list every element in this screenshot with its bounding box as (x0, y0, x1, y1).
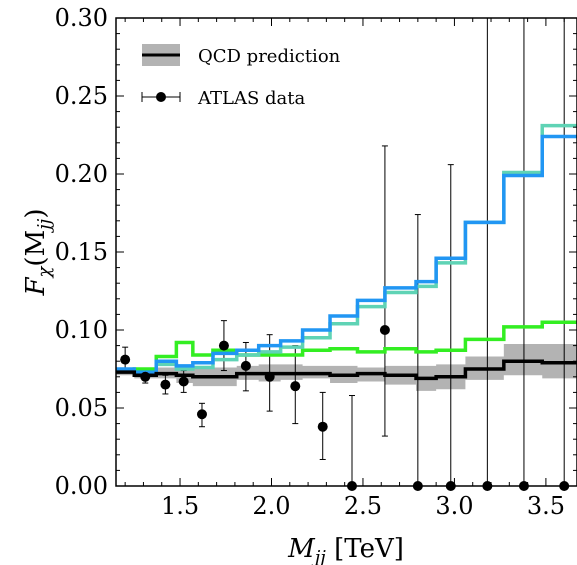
data-point (140, 371, 151, 382)
legend-label-qcd: QCD prediction (198, 46, 341, 67)
series-blue-line (116, 134, 577, 374)
y-tick-label: 0.10 (55, 316, 108, 344)
y-tick-label: 0.20 (55, 160, 108, 188)
y-axis-label-main: F (21, 277, 51, 297)
legend: QCD prediction ATLAS data (141, 44, 341, 109)
qcd-central-line (116, 359, 577, 381)
y-tick-label: 0.30 (55, 4, 108, 32)
data-point (317, 421, 328, 432)
x-tick-label: 2.5 (344, 492, 382, 520)
y-axis-label-open: (M (21, 230, 51, 267)
series-teal-line (116, 123, 577, 376)
y-axis-label-sub: jj (34, 218, 55, 234)
y-axis-label: Fχ(Mjj) (21, 208, 55, 296)
x-tick-label: 3.0 (435, 492, 473, 520)
data-point (379, 325, 390, 335)
data-point (290, 381, 301, 392)
x-axis-label: Mjj [TeV] (287, 534, 404, 565)
qcd-uncertainty-band (116, 344, 577, 391)
y-axis-label-chi: χ (34, 265, 55, 279)
y-tick-label: 0.05 (55, 394, 108, 422)
data-point (120, 354, 131, 365)
x-axis-label-sub: jj (311, 547, 327, 565)
data-point (264, 371, 275, 382)
data-point (196, 409, 207, 420)
legend-point-swatch (156, 92, 166, 102)
data-point (218, 340, 229, 351)
legend-label-atlas: ATLAS data (197, 88, 306, 109)
y-tick-label: 0.00 (55, 472, 108, 500)
y-tick-label: 0.15 (55, 238, 108, 266)
plot-layer (116, 18, 577, 491)
data-point (178, 376, 189, 387)
x-tick-label: 2.0 (252, 492, 290, 520)
y-tick-label: 0.25 (55, 82, 108, 110)
x-tick-label: 3.5 (527, 492, 565, 520)
data-point (240, 360, 251, 371)
plot-frame (115, 17, 577, 487)
data-point (160, 379, 171, 390)
axes-ticks: 0.00 0.05 0.10 0.15 0.20 0.25 0.30 1.5 2.0 2.5 3.0… (55, 4, 577, 520)
series-green-line (116, 320, 577, 373)
x-axis-label-main: M (287, 534, 316, 564)
x-tick-label: 1.5 (161, 492, 199, 520)
x-axis-label-unit: [TeV] (326, 534, 404, 564)
y-axis-label-close: ) (21, 208, 51, 218)
